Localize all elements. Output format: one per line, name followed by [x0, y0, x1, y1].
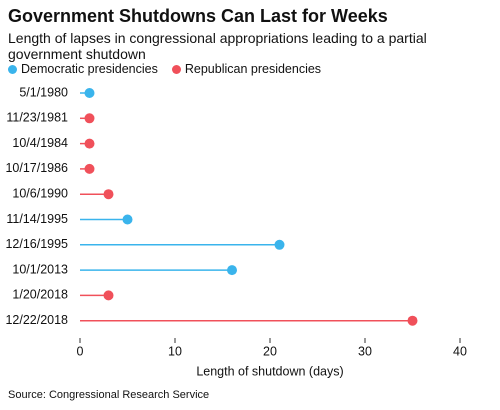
- y-tick-label: 10/1/2013: [12, 262, 68, 276]
- chart-title: Government Shutdowns Can Last for Weeks: [8, 6, 388, 26]
- dot: [407, 315, 418, 326]
- dot: [103, 290, 114, 301]
- legend: Democratic presidencies Republican presid…: [8, 62, 321, 76]
- y-tick-label: 10/6/1990: [12, 186, 68, 200]
- dot: [84, 88, 95, 98]
- dot: [84, 113, 95, 124]
- legend-item: Democratic presidencies: [8, 62, 158, 76]
- x-tick-label: 20: [263, 344, 277, 358]
- dot: [274, 239, 285, 250]
- x-axis-label: Length of shutdown (days): [196, 364, 343, 378]
- x-tick-label: 40: [453, 344, 467, 358]
- legend-swatch: [171, 64, 181, 74]
- legend-label: Democratic presidencies: [21, 62, 158, 76]
- dot: [227, 265, 237, 276]
- legend-item: Republican presidencies: [171, 62, 322, 76]
- y-tick-label: 11/23/1981: [6, 111, 68, 125]
- y-tick-label: 5/1/1980: [19, 85, 68, 99]
- x-tick-label: 10: [168, 344, 182, 358]
- legend-swatch: [8, 64, 17, 74]
- chart-subtitle: Length of lapses in congressional approp…: [8, 30, 427, 62]
- x-tick-label: 30: [358, 344, 372, 358]
- dot: [84, 163, 95, 174]
- y-tick-label: 12/16/1995: [5, 237, 68, 251]
- y-tick-label: 1/20/2018: [12, 288, 68, 302]
- x-tick-label: 0: [77, 344, 84, 358]
- dot: [103, 189, 114, 200]
- y-tick-label: 11/14/1995: [6, 212, 68, 226]
- source: Source: Congressional Research Service: [8, 389, 210, 401]
- y-tick-label: 12/22/2018: [5, 313, 68, 327]
- dot: [84, 138, 95, 149]
- y-tick-label: 10/17/1986: [5, 161, 68, 175]
- y-tick-label: 10/4/1984: [12, 136, 68, 150]
- dot: [122, 214, 133, 225]
- legend-label: Republican presidencies: [184, 62, 322, 76]
